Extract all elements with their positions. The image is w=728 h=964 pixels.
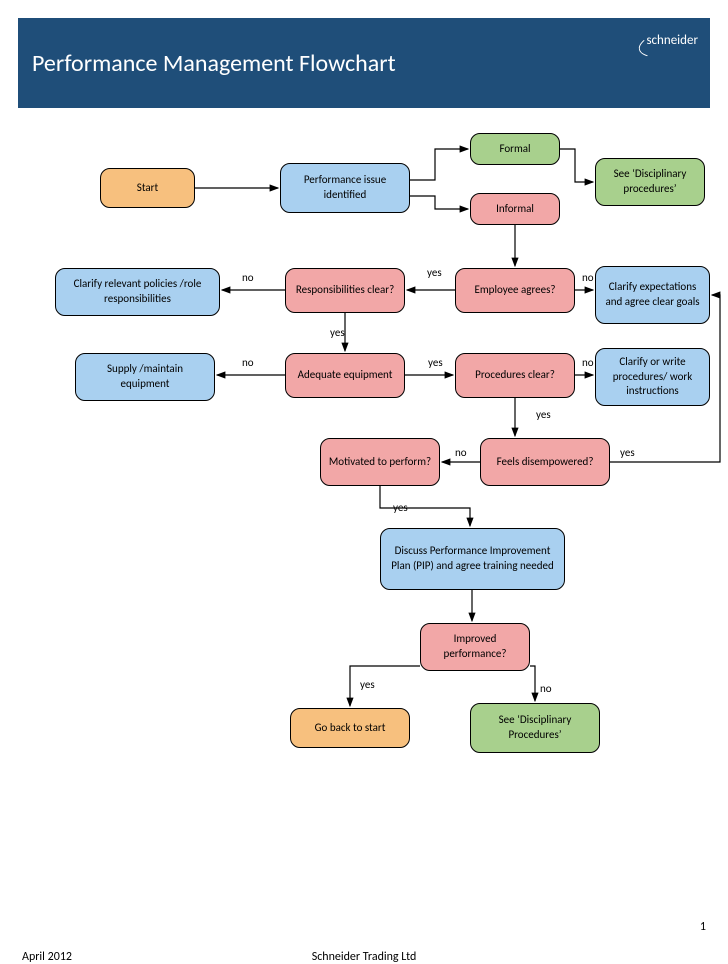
footer-date: April 2012 bbox=[22, 950, 72, 964]
flow-node-goback: Go back to start bbox=[290, 708, 410, 748]
flow-node-disc2: See ‘Disciplinary Procedures’ bbox=[470, 703, 600, 753]
logo-text: schneider bbox=[646, 33, 698, 48]
edge-label: no bbox=[455, 446, 467, 459]
flow-node-start: Start bbox=[100, 168, 195, 208]
flow-edge bbox=[410, 149, 468, 180]
edge-label: yes bbox=[536, 408, 551, 421]
flow-node-disempowered: Feels disempowered? bbox=[480, 438, 610, 486]
edge-label: yes bbox=[427, 266, 442, 279]
flow-node-discuss_pip: Discuss Performance Improvement Plan (PI… bbox=[380, 528, 565, 590]
flow-edge bbox=[560, 149, 593, 182]
flow-node-disc1: See ‘Disciplinary procedures’ bbox=[595, 158, 705, 206]
edge-label: yes bbox=[330, 326, 345, 339]
edge-label: no bbox=[242, 356, 254, 369]
footer-company: Schneider Trading Ltd bbox=[312, 950, 417, 964]
flowchart-canvas: Start Performance issue identified Formal I… bbox=[0, 108, 728, 878]
flow-edge bbox=[530, 666, 535, 701]
company-logo: schneider bbox=[646, 30, 698, 49]
flow-node-emp_agrees: Employee agrees? bbox=[455, 268, 575, 313]
page-number: 1 bbox=[700, 920, 706, 934]
edge-label: yes bbox=[360, 678, 375, 691]
flow-node-resp_clear: Responsibilities clear? bbox=[285, 268, 405, 313]
edge-label: no bbox=[540, 682, 552, 695]
page-title: Performance Management Flowchart bbox=[32, 49, 396, 78]
flow-node-supply_equip: Supply /maintain equipment bbox=[75, 353, 215, 401]
edge-label: no bbox=[242, 271, 254, 284]
flow-node-proc_clear: Procedures clear? bbox=[455, 353, 575, 398]
edge-label: yes bbox=[620, 446, 635, 459]
document-header: Performance Management Flowchart schneid… bbox=[18, 18, 710, 108]
flow-node-motivated: Motivated to perform? bbox=[320, 438, 440, 486]
flow-node-formal: Formal bbox=[470, 133, 560, 165]
edge-label: yes bbox=[393, 501, 408, 514]
edge-label: no bbox=[582, 271, 594, 284]
edge-label: no bbox=[582, 356, 594, 369]
flow-node-issue: Performance issue identified bbox=[280, 163, 410, 213]
flow-node-improved: Improved performance? bbox=[420, 623, 530, 671]
flow-node-clarify_exp: Clarify expectations and agree clear goa… bbox=[595, 266, 710, 324]
flow-node-clarify_pol: Clarify relevant policies /role responsi… bbox=[55, 268, 220, 316]
flow-node-adeq_equip: Adequate equipment bbox=[285, 353, 405, 398]
flow-node-informal: Informal bbox=[470, 193, 560, 225]
edge-label: yes bbox=[428, 356, 443, 369]
flow-node-clarify_wi: Clarify or write procedures/ work instru… bbox=[595, 348, 710, 406]
flow-edge bbox=[410, 196, 468, 209]
